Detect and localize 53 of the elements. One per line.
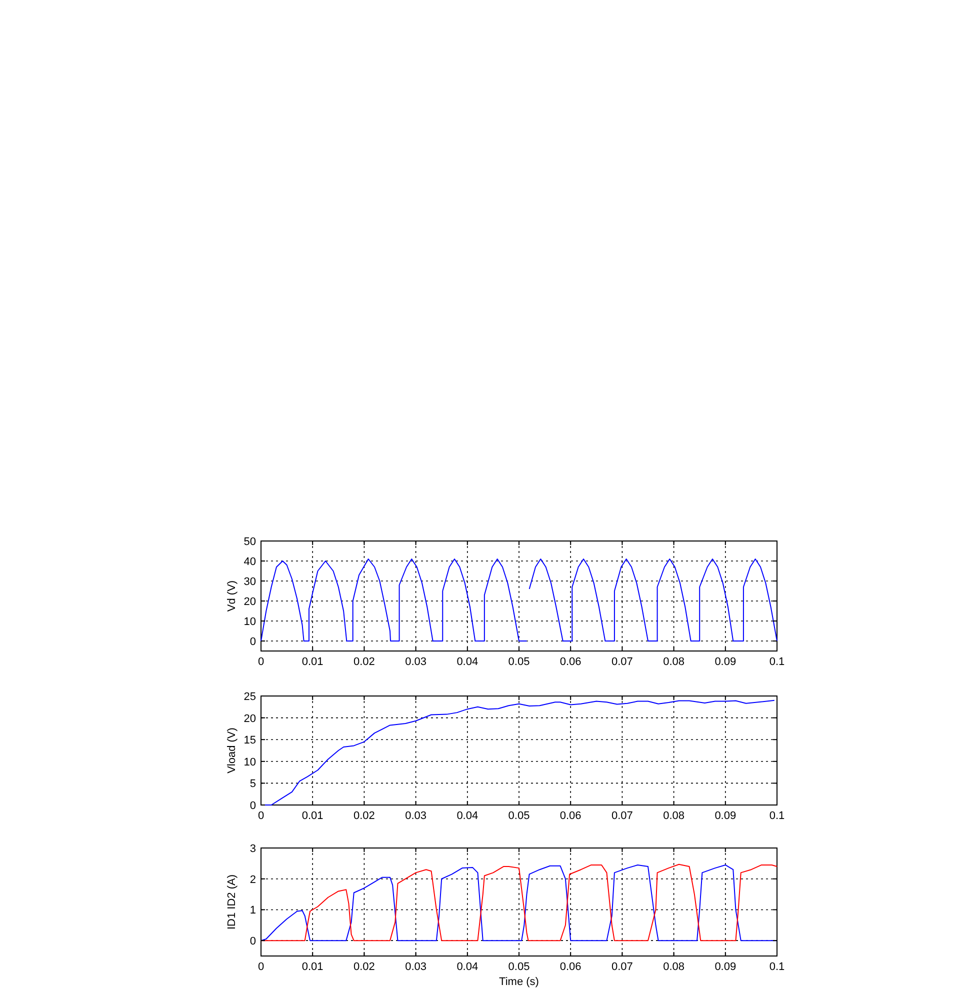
- x-tick-label: 0.07: [611, 810, 633, 822]
- x-tick-label: 0.01: [302, 961, 324, 973]
- y-tick-label: 0: [250, 800, 256, 812]
- y-tick-label: 25: [244, 691, 256, 703]
- y-tick-label: 30: [244, 576, 256, 588]
- x-tick-label: 0: [258, 656, 264, 668]
- x-tick-label: 0.05: [508, 656, 530, 668]
- y-tick-label: 3: [250, 843, 256, 855]
- x-tick-label: 0: [258, 810, 264, 822]
- x-tick-label: 0.09: [714, 961, 736, 973]
- x-tick-label: 0.02: [353, 961, 375, 973]
- y-tick-label: 20: [244, 596, 256, 608]
- x-tick-label: 0.03: [405, 810, 427, 822]
- y-tick-label: 40: [244, 556, 256, 568]
- y-tick-label: 0: [250, 936, 256, 948]
- x-tick-label: 0.03: [405, 656, 427, 668]
- x-tick-label: 0.01: [302, 656, 324, 668]
- x-tick-label: 0.08: [663, 810, 685, 822]
- x-tick-label: 0.08: [663, 961, 685, 973]
- x-tick-label: 0.05: [508, 961, 530, 973]
- y-axis-title: ID1 ID2 (A): [226, 874, 238, 930]
- x-tick-label: 0.06: [560, 810, 582, 822]
- x-tick-label: 0.04: [456, 961, 478, 973]
- x-tick-label: 0: [258, 961, 264, 973]
- y-tick-label: 20: [244, 712, 256, 725]
- x-tick-label: 0.04: [456, 656, 478, 668]
- x-axis-title: Time (s): [499, 976, 539, 988]
- x-tick-label: 0.09: [714, 656, 736, 668]
- x-tick-label: 0.04: [456, 810, 478, 822]
- x-tick-label: 0.05: [508, 810, 530, 822]
- y-axis-title: Vload (V): [226, 728, 238, 774]
- y-tick-label: 50: [244, 536, 256, 548]
- x-tick-label: 0.02: [353, 810, 375, 822]
- y-tick-label: 15: [244, 734, 256, 747]
- y-axis-title: Vd (V): [226, 580, 238, 612]
- y-tick-label: 5: [250, 778, 256, 790]
- y-tick-label: 0: [250, 636, 256, 648]
- x-tick-label: 0.1: [769, 810, 785, 822]
- x-tick-label: 0.1: [769, 656, 785, 668]
- y-tick-label: 1: [250, 904, 256, 917]
- x-tick-label: 0.07: [611, 656, 633, 668]
- x-tick-label: 0.02: [353, 656, 375, 668]
- y-tick-label: 2: [250, 874, 256, 886]
- x-tick-label: 0.06: [560, 656, 582, 668]
- x-tick-label: 0.03: [405, 961, 427, 973]
- x-tick-label: 0.09: [714, 810, 736, 822]
- x-tick-label: 0.06: [560, 961, 582, 973]
- x-tick-label: 0.1: [769, 961, 785, 973]
- y-tick-label: 10: [244, 756, 256, 768]
- x-tick-label: 0.07: [611, 961, 633, 973]
- x-tick-label: 0.08: [663, 656, 685, 668]
- x-tick-label: 0.01: [302, 810, 324, 822]
- y-tick-label: 10: [244, 616, 256, 628]
